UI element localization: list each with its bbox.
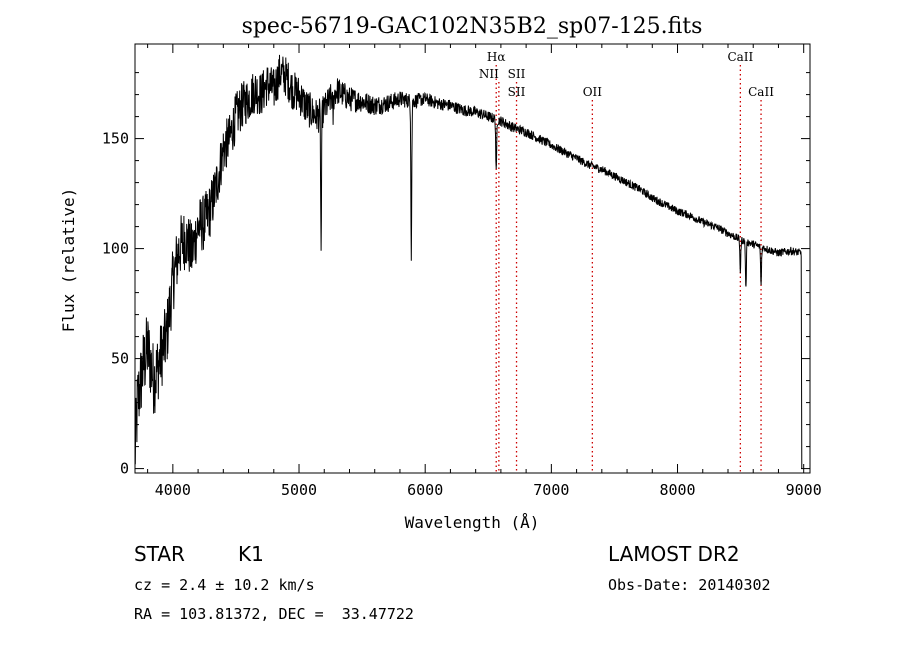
chart-title: spec-56719-GAC102N35B2_sp07-125.fits — [242, 14, 703, 39]
redshift-cz: cz = 2.4 ± 10.2 km/s — [134, 576, 315, 594]
object-type: STAR — [134, 542, 185, 566]
x-tick-label: 7000 — [533, 481, 569, 499]
survey-name: LAMOST DR2 — [608, 542, 740, 566]
spectral-line-label: CaII — [748, 85, 774, 99]
spectral-line-label: Hα — [487, 50, 506, 64]
x-tick-label: 5000 — [281, 481, 317, 499]
x-tick-label: 8000 — [659, 481, 695, 499]
x-tick-label: 4000 — [155, 481, 191, 499]
plot-frame — [134, 43, 811, 474]
spectral-line-label: SII — [508, 67, 526, 81]
y-axis-label: Flux (relative) — [59, 188, 78, 333]
y-tick-label: 50 — [111, 350, 129, 368]
spectral-line-markers — [495, 65, 762, 473]
x-tick-label: 6000 — [407, 481, 443, 499]
observation-date: Obs-Date: 20140302 — [608, 576, 771, 594]
spectrum-series — [134, 54, 803, 469]
spectral-line-label: OII — [583, 85, 603, 99]
y-tick-label: 0 — [120, 460, 129, 478]
object-subclass: K1 — [238, 542, 264, 566]
axis-ticks: 4000 5000 6000 7000 8000 9000 0 50 100 150 — [102, 44, 822, 499]
x-tick-label: 9000 — [786, 481, 822, 499]
y-tick-label: 150 — [102, 130, 129, 148]
y-tick-label: 100 — [102, 240, 129, 258]
coordinates: RA = 103.81372, DEC = 33.47722 — [134, 605, 414, 623]
spectral-line-label: NII — [479, 67, 499, 81]
spectral-line-labels: Hα NII SII SII OII CaII CaII — [479, 50, 774, 99]
spectral-line-label: CaII — [727, 50, 753, 64]
spectral-line-label: SII — [508, 85, 526, 99]
x-axis-label: Wavelength (Å) — [405, 513, 540, 532]
